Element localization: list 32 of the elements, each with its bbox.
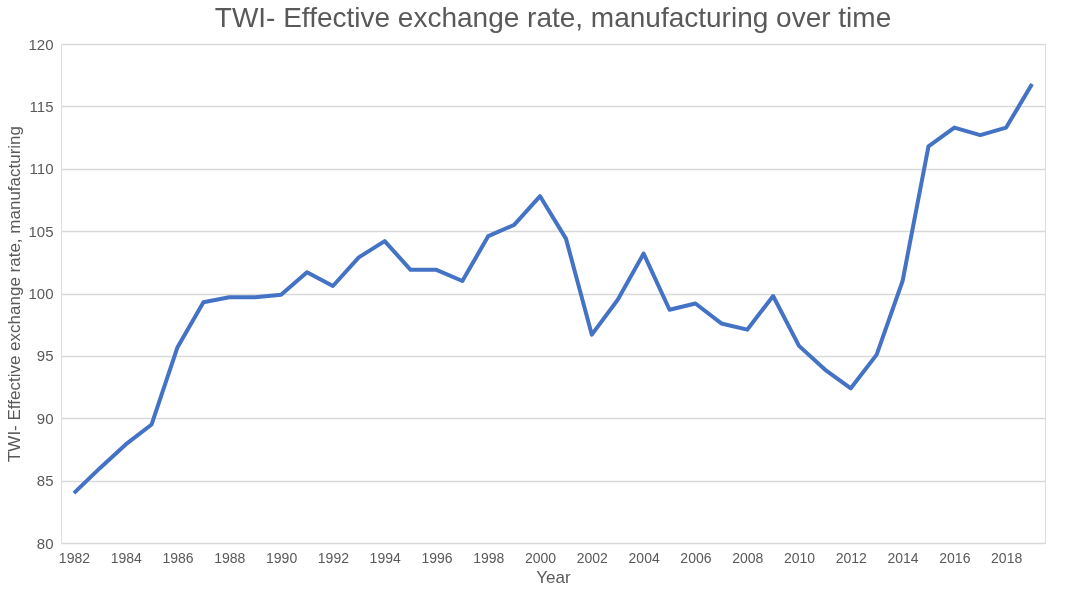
x-tick-label: 1984 [110,549,143,566]
y-tick-label: 95 [36,347,54,365]
x-tick-label: 1994 [369,549,401,566]
x-tick-label: 1988 [214,549,246,566]
x-tick-label: 1998 [473,549,505,566]
line-series [71,81,1035,496]
x-tick-label: 1986 [162,549,194,566]
chart-title: TWI- Effective exchange rate, manufacturing over time [214,2,892,33]
x-tick-label: 2002 [576,549,609,566]
x-tick-label: 2012 [835,549,868,566]
x-tick-label: 1992 [317,549,350,566]
y-tick-label: 85 [36,472,54,490]
x-tick-label: 2006 [680,549,712,566]
x-tick-label: 2014 [887,549,919,566]
y-tick-label: 115 [29,97,54,115]
y-axis-title: TWI- Effective exchange rate, manufacturing [5,125,25,463]
y-tick-label: 110 [29,160,54,178]
y-tick-label: 80 [36,534,54,552]
x-tick-label: 1982 [58,549,91,566]
x-tick-label: 2016 [939,549,971,566]
y-tick-label: 100 [28,285,54,302]
x-tick-label: 1990 [266,549,298,566]
y-tick-label: 105 [28,222,54,240]
x-tick-label: 2008 [732,549,764,566]
x-tick-label: 2000 [524,549,557,566]
x-tick-label: 1996 [421,549,453,566]
x-axis-title: Year [536,567,572,587]
x-tick-label: 2018 [991,549,1023,566]
y-tick-label: 90 [36,409,54,427]
y-tick-label: 120 [28,35,54,53]
x-tick-label: 2010 [783,549,816,566]
x-tick-label: 2004 [628,549,660,566]
